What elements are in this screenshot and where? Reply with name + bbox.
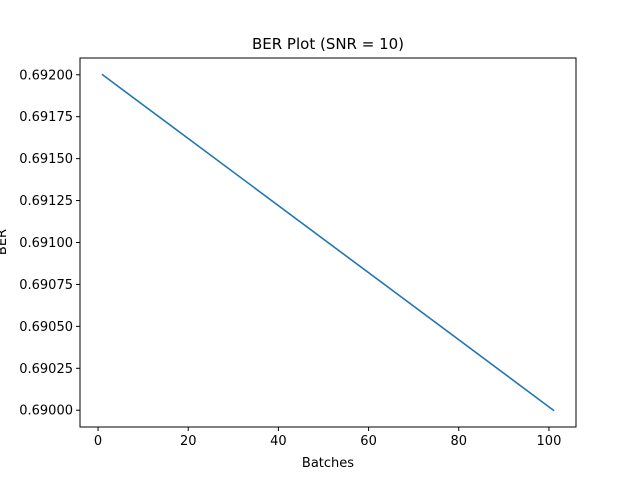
x-axis-label: Batches [302, 456, 354, 471]
y-tick-label: 0.69000 [19, 404, 73, 419]
y-tick-label: 0.69075 [19, 278, 73, 293]
series-layer [101, 73, 555, 412]
x-tick-label: 20 [180, 434, 197, 449]
x-axis-ticks: 0 20 40 60 80 100 [94, 427, 561, 449]
y-tick-label: 0.69050 [19, 320, 73, 335]
y-tick-label: 0.69150 [19, 152, 73, 167]
x-tick-label: 60 [360, 434, 377, 449]
y-tick-label: 0.69025 [19, 362, 73, 377]
y-tick-label: 0.69175 [19, 110, 73, 125]
y-axis-label: BER [0, 229, 10, 255]
x-tick-label: 0 [94, 434, 102, 449]
x-tick-label: 40 [270, 434, 287, 449]
y-tick-label: 0.69200 [19, 68, 73, 83]
y-axis-ticks: 0.69000 0.69025 0.69050 0.69075 0.69100 0.691… [19, 68, 80, 419]
chart-title: BER Plot (SNR = 10) [252, 35, 404, 53]
y-tick-label: 0.69100 [19, 236, 73, 251]
x-tick-label: 80 [450, 434, 467, 449]
y-tick-label: 0.69125 [19, 194, 73, 209]
x-tick-label: 100 [537, 434, 562, 449]
ber-series-line [101, 73, 555, 412]
